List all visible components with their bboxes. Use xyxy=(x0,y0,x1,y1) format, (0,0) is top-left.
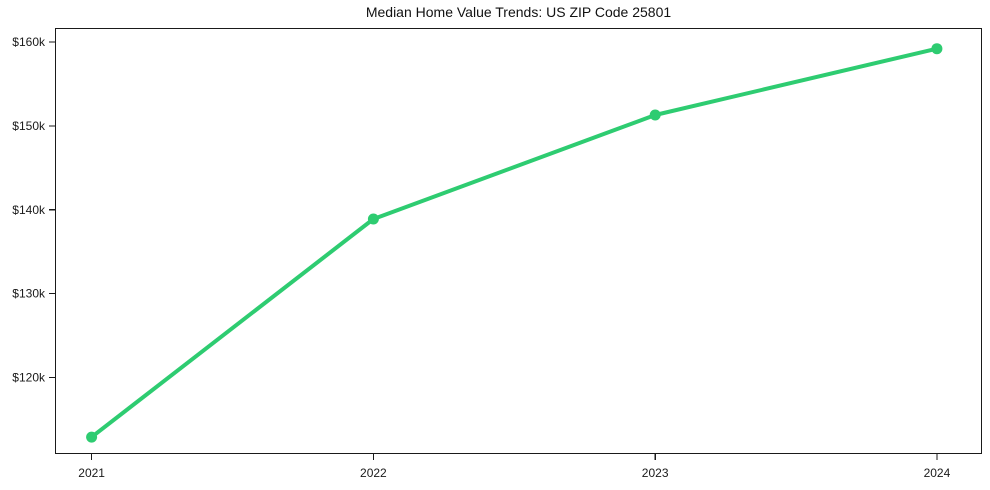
y-tick-label: $150k xyxy=(12,119,46,133)
x-tick-label: 2024 xyxy=(924,466,951,480)
data-point-marker xyxy=(931,43,943,55)
trend-line xyxy=(89,46,939,440)
data-point-marker xyxy=(86,431,98,443)
y-tick-label: $140k xyxy=(12,203,46,217)
data-point-marker xyxy=(367,213,379,225)
y-tick-label: $160k xyxy=(12,35,46,49)
x-tick-label: 2022 xyxy=(360,466,387,480)
plot-border xyxy=(54,27,983,455)
data-point-marker xyxy=(649,109,661,121)
chart-title: Median Home Value Trends: US ZIP Code 25… xyxy=(365,4,672,20)
x-tick-label: 2023 xyxy=(642,466,669,480)
x-tick-label: 2021 xyxy=(78,466,105,480)
y-tick-label: $120k xyxy=(12,371,46,385)
y-tick-label: $130k xyxy=(12,287,46,301)
